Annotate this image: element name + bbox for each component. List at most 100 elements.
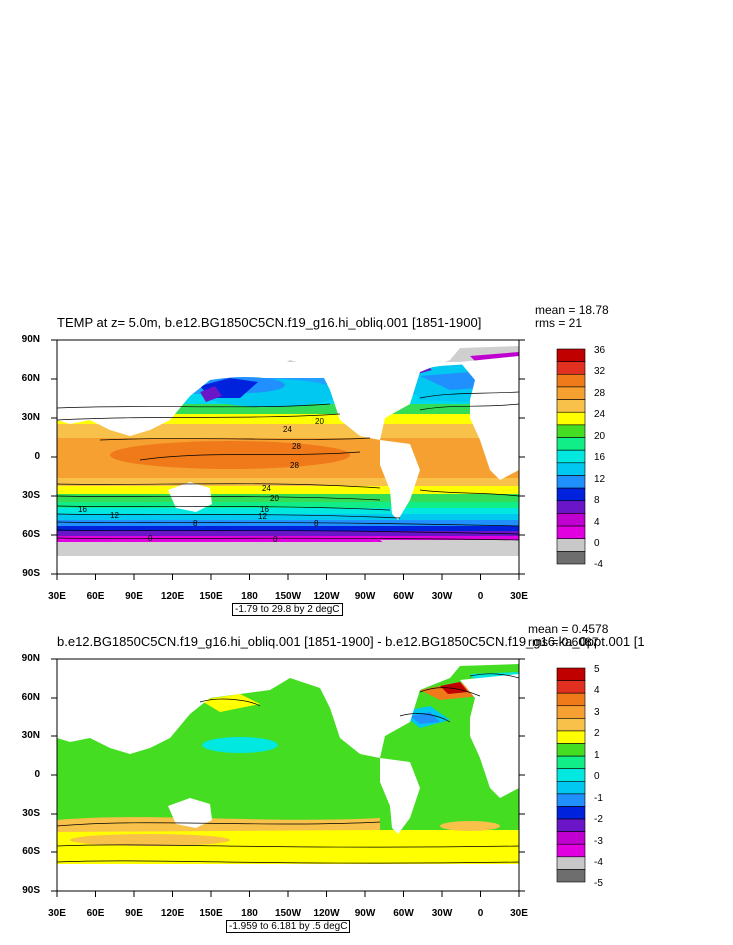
- top-colorbar-swatch-6: [556, 424, 586, 438]
- top-cb-label-16: 16: [594, 452, 606, 463]
- bottom-colorbar-swatch-7: [556, 755, 586, 770]
- bottom-cb-label-4: 4: [594, 685, 600, 696]
- bottom-lat-label-0: 0: [34, 769, 40, 780]
- bottom-lon-label-60w: 60W: [393, 908, 414, 919]
- bottom-cb-label-neg3: -3: [594, 836, 603, 847]
- top-colorbar-swatch-1: [556, 361, 586, 375]
- bottom-lon-label-30e: 30E: [48, 908, 66, 919]
- bottom-colorbar-swatch-5: [556, 730, 586, 744]
- top-cb-label-4: 4: [594, 517, 600, 528]
- bottom-lon-label-120e: 120E: [160, 908, 185, 919]
- contour-label-24a: 24: [283, 425, 292, 434]
- bottom-colorbar-swatch-12: [556, 818, 586, 832]
- bottom-colorbar-swatch-9: [556, 780, 586, 795]
- bottom-lon-label-120w: 120W: [313, 908, 340, 919]
- contour-label-28b: 28: [290, 461, 299, 470]
- bottom-rms: rms = 0.6087: [528, 635, 599, 649]
- bottom-mean: mean = 0.4578: [528, 622, 609, 636]
- bottom-lat-label-30n: 30N: [21, 730, 40, 741]
- top-colorbar-swatch-10: [556, 475, 586, 489]
- contour-label-24b: 24: [262, 484, 271, 493]
- contour-label-16: 16: [260, 505, 269, 514]
- top-lat-label-60s: 60S: [22, 529, 40, 540]
- bottom-lon-label-60e: 60E: [86, 908, 105, 919]
- bottom-cb-label-neg4: -4: [594, 857, 603, 868]
- bottom-lat-label-30s: 30S: [22, 808, 40, 819]
- top-lon-label-30e-right: 30E: [510, 591, 528, 602]
- bottom-lon-label-180: 180: [241, 908, 258, 919]
- bottom-lon-label-90w: 90W: [354, 908, 376, 919]
- bottom-colorbar-swatch-16: [556, 869, 586, 883]
- contour-label-28a: 28: [292, 442, 301, 451]
- contour-label-8a: 8: [193, 519, 198, 528]
- bottom-map-title: b.e12.BG1850C5CN.f19_g16.hi_obliq.001 [1…: [57, 634, 645, 649]
- top-colorbar-swatch-7: [556, 437, 586, 451]
- top-lat-label-0: 0: [34, 451, 40, 462]
- bottom-cb-label-1: 1: [594, 750, 600, 761]
- top-lon-label-120w: 120W: [313, 591, 340, 602]
- top-axis-ticks: [51, 339, 525, 580]
- bottom-colorbar-swatch-0: [556, 667, 586, 681]
- top-colorbar-swatch-2: [556, 373, 586, 388]
- top-contour-range-label: -1.79 to 29.8 by 2 degC: [232, 603, 343, 616]
- bottom-lat-label-90s: 90S: [22, 885, 40, 896]
- top-colorbar-swatch-8: [556, 449, 586, 464]
- top-cb-label-neg4: -4: [594, 559, 603, 570]
- top-colorbar-swatch-9: [556, 462, 586, 476]
- bottom-colorbar-swatch-8: [556, 768, 586, 782]
- top-cb-label-36: 36: [594, 345, 606, 356]
- top-colorbar-swatch-4: [556, 399, 586, 413]
- bottom-lon-label-90e: 90E: [125, 908, 143, 919]
- bottom-colorbar-swatch-13: [556, 831, 586, 845]
- top-colorbar-swatch-0: [556, 348, 586, 362]
- top-lon-label-60w: 60W: [393, 591, 414, 602]
- bottom-colorbar-swatch-6: [556, 743, 586, 757]
- top-lon-label-0: 0: [477, 591, 484, 602]
- bottom-lat-label-60n: 60N: [21, 692, 40, 703]
- bottom-colorbar-swatch-10: [556, 793, 586, 807]
- top-contour-labels: 20 24 28 28 24 20 16 12 8 8 0 0 16 12: [78, 417, 324, 544]
- bottom-lat-label-60s: 60S: [22, 846, 40, 857]
- bottom-colorbar-swatch-2: [556, 692, 586, 707]
- top-lon-label-30e: 30E: [48, 591, 66, 602]
- top-colorbar-swatch-3: [556, 386, 586, 400]
- top-colorbar-swatch-5: [556, 411, 586, 426]
- bottom-cb-label-neg5: -5: [594, 878, 603, 889]
- bottom-lon-label-150e: 150E: [199, 908, 223, 919]
- top-colorbar-swatch-16: [556, 551, 586, 565]
- bottom-cb-label-2: 2: [594, 728, 600, 739]
- bottom-colorbar-swatch-15: [556, 856, 586, 870]
- bottom-lon-label-150w: 150W: [274, 908, 302, 919]
- bottom-colorbar: [556, 667, 586, 883]
- top-colorbar-swatch-15: [556, 538, 586, 552]
- bottom-lon-label-0: 0: [477, 908, 484, 919]
- contour-label-0b: 0: [273, 535, 278, 544]
- top-lat-label-30n: 30N: [21, 412, 40, 423]
- contour-label-12: 12: [258, 512, 267, 521]
- top-cb-label-12: 12: [594, 474, 606, 485]
- top-lon-label-150w: 150W: [274, 591, 302, 602]
- bottom-cb-label-neg2: -2: [594, 814, 603, 825]
- bottom-cb-label-neg1: -1: [594, 793, 603, 804]
- contour-label-0a: 0: [148, 534, 153, 543]
- bottom-lat-label-90n: 90N: [21, 653, 40, 664]
- top-colorbar-swatch-14: [556, 525, 586, 540]
- top-lat-label-30s: 30S: [22, 490, 40, 501]
- top-map-field: [57, 340, 519, 574]
- contour-label-8b: 8: [314, 519, 319, 528]
- bottom-cb-label-3: 3: [594, 707, 600, 718]
- top-cb-label-28: 28: [594, 388, 606, 399]
- bottom-colorbar-swatch-4: [556, 718, 586, 732]
- top-lat-label-90s: 90S: [22, 568, 40, 579]
- top-cb-label-32: 32: [594, 366, 606, 377]
- top-map-title: TEMP at z= 5.0m, b.e12.BG1850C5CN.f19_g1…: [57, 315, 482, 330]
- bottom-lon-label-30e-right: 30E: [510, 908, 528, 919]
- top-colorbar: [556, 348, 586, 565]
- contour-label-20b: 20: [270, 494, 279, 503]
- top-lon-label-90w: 90W: [354, 591, 376, 602]
- contour-label-20a: 20: [315, 417, 324, 426]
- top-cb-label-0: 0: [594, 538, 600, 549]
- bottom-contour-range-label: -1.959 to 6.181 by .5 degC: [226, 920, 351, 933]
